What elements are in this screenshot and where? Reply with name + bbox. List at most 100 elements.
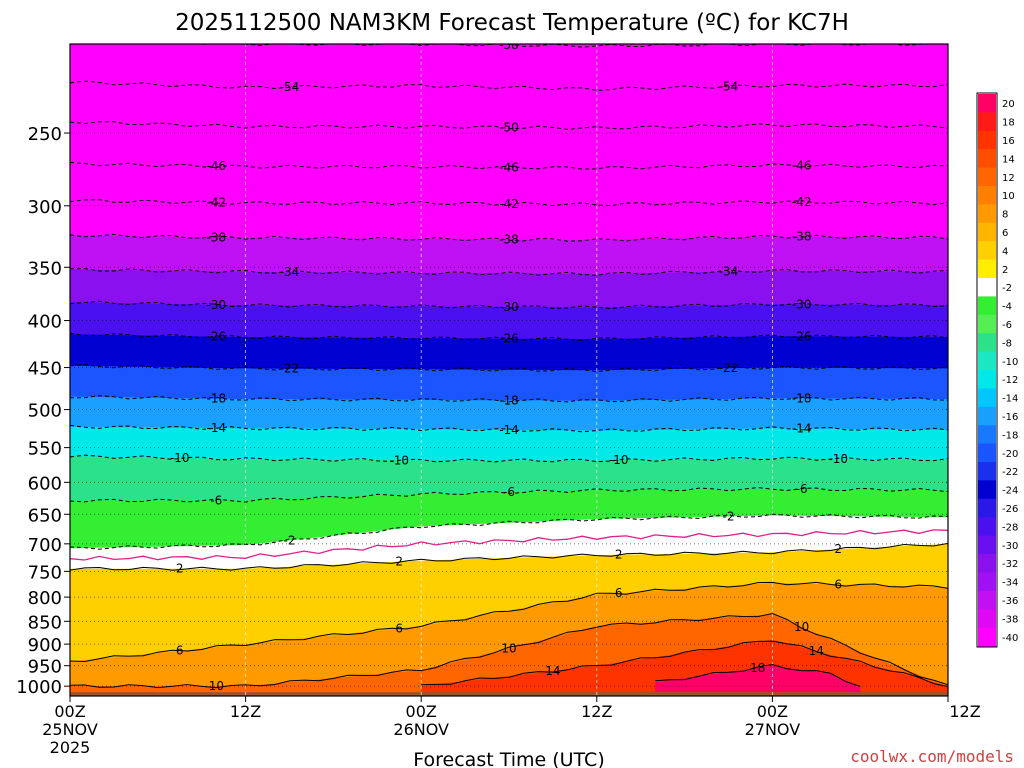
y-tick-label: 800: [28, 588, 62, 609]
isotherm-label: -58: [499, 38, 519, 52]
colorbar-label: 4: [1002, 246, 1008, 257]
isotherm-label: 14: [545, 664, 560, 678]
y-tick-label: 1000: [16, 677, 62, 698]
isotherm-label: -42: [792, 195, 812, 209]
colorbar-swatch: [978, 627, 996, 647]
grid-lines: [70, 44, 948, 696]
x-tick-label: 26NOV: [393, 720, 449, 739]
colorbar-swatch: [978, 149, 996, 169]
isotherm-18: [655, 663, 861, 687]
colorbar-label: 8: [1002, 210, 1008, 221]
isotherm--6: [70, 486, 948, 503]
isotherm-label: -10: [609, 453, 629, 467]
isotherm-label: -14: [499, 423, 519, 437]
isotherm--34: [70, 268, 948, 276]
colorbar-label: -32: [1002, 559, 1018, 570]
y-tick-label: 650: [28, 505, 62, 526]
isotherm--42: [70, 199, 948, 207]
colorbar-swatch: [978, 443, 996, 463]
isotherm-label: -6: [210, 494, 222, 508]
y-tick-label: 600: [28, 473, 62, 494]
colorbar-swatch: [978, 388, 996, 408]
isotherm-label: -22: [280, 362, 300, 376]
x-tick-label: 25NOV: [42, 720, 98, 739]
isotherm-10: [70, 612, 948, 689]
site-credit: coolwx.com/models: [850, 747, 1014, 766]
contour-labels: -58 -54 -54 -50 -46 -46 -46 -42 -42 -42 -38 -38 -38 -…: [170, 38, 848, 693]
colorbar-label: 10: [1002, 191, 1015, 202]
isotherm-label: 6: [395, 621, 403, 635]
y-tick-label: 700: [28, 535, 62, 556]
isotherm-label: -42: [499, 197, 519, 211]
isotherm-label: -14: [207, 421, 227, 435]
isotherm-label: 10: [209, 679, 224, 693]
isotherm--50: [70, 121, 948, 130]
isotherm-label: -34: [280, 265, 300, 279]
colorbar-swatch: [978, 296, 996, 316]
y-tick-label: 550: [28, 439, 62, 460]
isotherm-label: -26: [499, 332, 519, 346]
colorbar-swatch: [978, 204, 996, 224]
isotherm-label: 6: [176, 644, 184, 658]
colorbar-swatch: [978, 370, 996, 389]
isotherm--26: [70, 332, 948, 341]
x-tick-label: 27NOV: [745, 720, 801, 739]
colorbar-swatch: [978, 590, 996, 610]
x-tick-label: 2025: [50, 738, 91, 757]
colorbar-label: 18: [1002, 118, 1015, 129]
colorbar-swatch: [978, 259, 996, 279]
y-tick-label: 750: [28, 562, 62, 583]
isotherm-label: -30: [499, 300, 519, 314]
isotherm-label: -38: [792, 230, 812, 244]
colorbar-swatch: [978, 572, 996, 592]
isotherm-label: -6: [796, 482, 808, 496]
x-tick-label: 12Z: [581, 702, 612, 721]
isotherm-label: -10: [389, 453, 409, 467]
isotherm-label: -46: [207, 159, 227, 173]
colorbar-label: -12: [1002, 375, 1018, 386]
y-axis-ticks: 2503003504004505005506006507007508008509…: [16, 124, 70, 698]
colorbar-swatch: [978, 609, 996, 629]
isotherm-label: -26: [792, 329, 812, 343]
colorbar-swatch: [978, 241, 996, 261]
colorbar-label: -18: [1002, 430, 1018, 441]
ground-surface: [70, 692, 948, 696]
y-tick-label: 850: [28, 612, 62, 633]
isotherm-label: 6: [834, 577, 842, 591]
colorbar-label: -10: [1002, 357, 1018, 368]
colorbar-swatch: [978, 480, 996, 500]
x-tick-label: 00Z: [406, 702, 437, 721]
colorbar-label: -14: [1002, 394, 1018, 405]
x-tick-label: 00Z: [54, 702, 85, 721]
isotherm-label: -30: [207, 298, 227, 312]
y-tick-label: 250: [28, 124, 62, 145]
colorbar-label: -8: [1002, 338, 1012, 349]
isotherm-14: [421, 640, 948, 687]
colorbar-swatch: [978, 130, 996, 150]
isotherm-label: -46: [499, 160, 519, 174]
isotherm-label: -2: [723, 509, 735, 523]
isotherm-label: 2: [834, 542, 842, 556]
colorbar-label: -40: [1002, 633, 1018, 644]
x-tick-label: 12Z: [949, 702, 980, 721]
isotherm-label: -22: [719, 361, 739, 375]
isotherm-label: -6: [503, 485, 515, 499]
isotherm-2: [70, 542, 948, 571]
isotherm-label: -18: [499, 393, 519, 407]
colorbar-swatch: [978, 222, 996, 242]
y-tick-label: 450: [28, 359, 62, 380]
isotherm-label: 2: [176, 562, 184, 576]
y-tick-label: 950: [28, 657, 62, 678]
isotherm-label: -38: [499, 233, 519, 247]
isotherm-label: 10: [794, 620, 809, 634]
isotherm-label: -18: [207, 392, 227, 406]
isotherm-label: -46: [792, 158, 812, 172]
colorbar-swatch: [978, 186, 996, 205]
colorbar-label: -22: [1002, 467, 1018, 478]
isotherm-label: -10: [828, 452, 848, 466]
isotherm-label: 2: [615, 548, 623, 562]
isotherm-label: -34: [719, 265, 739, 279]
isotherm--54: [70, 80, 948, 91]
isotherm-6: [70, 581, 948, 663]
